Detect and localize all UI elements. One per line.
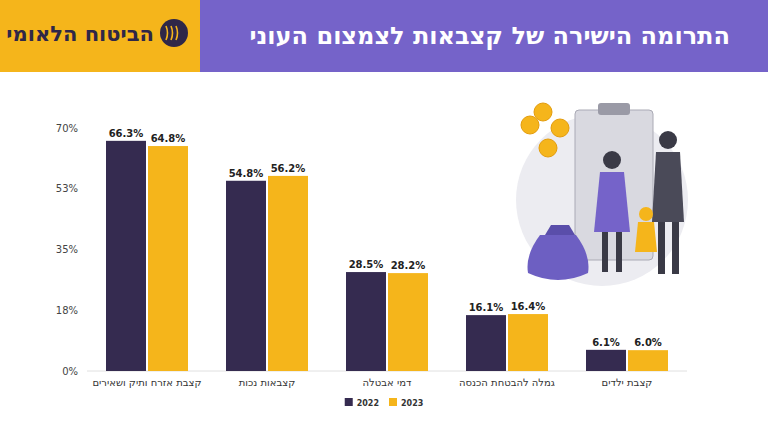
bar <box>508 314 548 371</box>
logo-text: הביטוח הלאומי <box>6 22 154 46</box>
data-label: 66.3% <box>109 128 144 139</box>
bar <box>388 273 428 371</box>
data-label: 64.8% <box>151 133 186 144</box>
illustration-person <box>658 222 665 274</box>
data-label: 28.2% <box>391 260 426 271</box>
data-label: 16.4% <box>511 301 546 312</box>
data-labels: 66.3% 64.8% 54.8% 56.2% 28.5% 28.2% 16.1% 16.4%… <box>109 128 662 348</box>
illustration-coin <box>534 103 552 121</box>
illustration-bag <box>528 235 589 280</box>
illustration-coin <box>551 119 569 137</box>
illustration-bag-top <box>545 225 575 235</box>
y-tick-label: 70% <box>56 123 78 134</box>
x-tick-label: קצבת ילדים <box>602 377 653 388</box>
x-tick-label: גמלה להבטחת הכנסה <box>459 377 555 388</box>
y-tick <box>81 188 85 189</box>
y-tick <box>81 371 85 372</box>
data-label: 28.5% <box>349 259 384 270</box>
y-tick-label: 35% <box>56 244 78 255</box>
illustration-coin <box>539 139 557 157</box>
legend-label: 2022 <box>357 399 379 408</box>
bar <box>226 181 266 371</box>
illustration-person <box>672 222 679 274</box>
illustration-child <box>639 207 653 221</box>
bar <box>346 272 386 371</box>
illustration <box>516 103 688 286</box>
illustration-person <box>602 232 608 272</box>
x-tick-label: קצבאות נכות <box>239 377 296 388</box>
legend-swatch <box>345 398 353 406</box>
illustration-person <box>603 151 621 169</box>
illustration-person <box>659 131 677 149</box>
bars <box>106 141 668 371</box>
y-tick <box>81 249 85 250</box>
illustration-child <box>635 222 657 252</box>
y-tick <box>81 128 85 129</box>
legend: 2022 2023 <box>345 398 424 408</box>
data-label: 54.8% <box>229 168 264 179</box>
bar <box>586 350 626 371</box>
x-tick-label: קצבת אזרח ותיק ושאירים <box>92 377 201 388</box>
y-tick-label: 18% <box>56 305 78 316</box>
illustration-person <box>616 232 622 272</box>
y-tick <box>81 310 85 311</box>
title: התרומה הישירה של קצבאות לצמצום העוני <box>249 22 730 50</box>
x-tick-label: דמי אבטלה <box>363 377 412 388</box>
data-label: 6.1% <box>592 337 620 348</box>
legend-label: 2023 <box>401 399 423 408</box>
data-label: 6.0% <box>634 337 662 348</box>
logo-emblem-line <box>166 26 168 40</box>
bar <box>268 176 308 371</box>
y-tick-label: 53% <box>56 183 78 194</box>
header-band <box>0 0 768 72</box>
chart: הביטוח הלאומי התרומה הישירה של קצבאות לצמ… <box>0 0 768 430</box>
legend-swatch <box>389 398 397 406</box>
illustration-person <box>652 152 684 222</box>
logo-emblem-line <box>176 26 178 40</box>
logo-emblem-line <box>171 26 173 40</box>
bar <box>148 146 188 371</box>
illustration-clip <box>598 103 630 115</box>
data-label: 56.2% <box>271 163 306 174</box>
illustration-person <box>594 172 630 232</box>
bar <box>106 141 146 371</box>
data-label: 16.1% <box>469 302 504 313</box>
logo-emblem <box>160 19 188 47</box>
y-tick-label: 0% <box>62 366 78 377</box>
bar <box>628 350 668 371</box>
bar <box>466 315 506 371</box>
logo-panel <box>0 0 200 72</box>
page: {"chart_data": { "type": "bar", "title":… <box>0 0 768 430</box>
